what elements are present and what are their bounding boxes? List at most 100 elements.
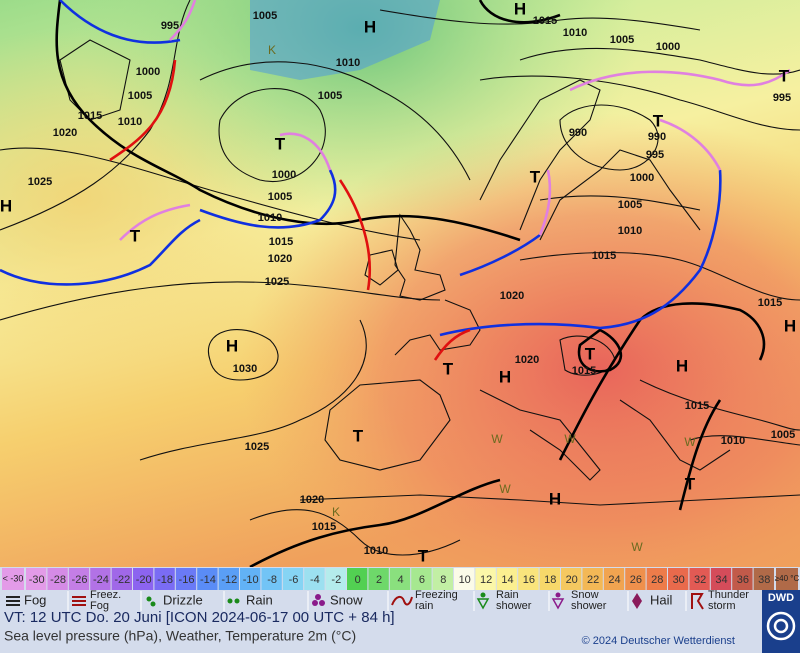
map-labels: H H T T H T T H T T H T H H H T T T 1005 995 1015 1010 1005 100… xyxy=(0,0,796,565)
icon-diamond xyxy=(632,593,642,609)
icon-triangle xyxy=(476,598,490,610)
pressure-center: H xyxy=(676,356,688,375)
cold-front xyxy=(439,169,722,337)
weather-label: shower xyxy=(571,600,607,612)
scale-cell xyxy=(197,568,218,590)
scale-label: 36 xyxy=(737,574,749,586)
weather-label: Rain xyxy=(246,592,273,607)
icon-dot xyxy=(227,598,233,604)
icon-dot xyxy=(150,601,156,607)
temperature-letter: W xyxy=(491,432,503,446)
isobar-label: 1005 xyxy=(268,191,292,203)
pressure-center: T xyxy=(779,66,790,85)
isobar-label: 1020 xyxy=(300,494,324,506)
icon-dot xyxy=(480,592,486,598)
scale-cell xyxy=(689,568,710,590)
weather-label: Rain xyxy=(496,589,519,601)
scale-cell xyxy=(732,568,753,590)
scale-cell xyxy=(68,568,90,590)
scale-cell xyxy=(90,568,111,590)
isobar-label: 1015 xyxy=(758,297,782,309)
weather-legend: Fog Freez.Fog Drizzle Rain Snow FreezingrainR… xyxy=(6,589,749,612)
occluded-front xyxy=(659,118,722,171)
scale-label: -26 xyxy=(72,574,88,586)
pressure-center: H xyxy=(364,17,376,36)
isobar-label: 1015 xyxy=(78,110,102,122)
isobar-label: 1010 xyxy=(336,57,360,69)
pressure-center: H xyxy=(226,336,238,355)
isobar-label: 1005 xyxy=(771,429,795,441)
isobar-label: 1010 xyxy=(563,27,587,39)
weather-label: Hail xyxy=(650,592,673,607)
warm-front xyxy=(338,179,372,291)
scale-label: 16 xyxy=(523,574,535,586)
temperature-letter: W xyxy=(684,435,696,449)
scale-label: 8 xyxy=(440,574,446,586)
weather-icon xyxy=(476,592,490,610)
scale-label: -28 xyxy=(50,574,66,586)
scale-label: 10 xyxy=(459,574,471,586)
isobar-label: 1015 xyxy=(312,521,336,533)
pressure-center: H xyxy=(514,0,526,18)
isobar-label: 1010 xyxy=(618,225,642,237)
weather-icon xyxy=(72,596,86,606)
isobar-label: 995 xyxy=(161,20,179,32)
occluded-front xyxy=(279,132,332,171)
map-area: H H T T H T T H T T H T H H H T T T 1005 995 1015 1010 1005 100… xyxy=(0,0,800,569)
pressure-center: T xyxy=(353,426,364,445)
icon-dot xyxy=(319,600,325,606)
weather-label: Fog xyxy=(90,600,109,612)
weather-icon xyxy=(391,595,413,606)
cold-front xyxy=(59,0,181,44)
scale-cell xyxy=(710,568,732,590)
scale-label: -6 xyxy=(289,574,299,586)
temperature-letter: W xyxy=(499,482,511,496)
isobar-label: 1020 xyxy=(500,290,524,302)
pressure-center: H xyxy=(0,196,12,215)
weather-label: Snow xyxy=(571,589,599,601)
weather-icon xyxy=(312,594,325,606)
temperature-scale: < -30 -30 -28 -26 -24 -22 -20 -18 -16 -14 -12 -10 -8… xyxy=(2,568,799,590)
scale-cell xyxy=(776,568,798,590)
isobar-label: 995 xyxy=(773,92,791,104)
scale-cell xyxy=(518,568,539,590)
weather-icon xyxy=(227,598,240,604)
isobar-label: 1010 xyxy=(118,116,142,128)
scale-cell xyxy=(26,568,47,590)
weather-label: Snow xyxy=(330,592,363,607)
scale-cell xyxy=(111,568,132,590)
isobar-label: 1010 xyxy=(364,545,388,557)
scale-label: 12 xyxy=(480,574,492,586)
weather-label: Freezing xyxy=(415,589,458,601)
scale-cell xyxy=(325,568,346,590)
scale-cell xyxy=(539,568,560,590)
scale-label: -12 xyxy=(221,574,237,586)
scale-label: -20 xyxy=(136,574,152,586)
pressure-center: T xyxy=(275,134,286,153)
warm-front xyxy=(109,59,177,162)
scale-cell xyxy=(304,568,325,590)
scale-cell xyxy=(646,568,667,590)
scale-cell xyxy=(347,568,368,590)
scale-label: 22 xyxy=(587,574,599,586)
isobar-label: 990 xyxy=(569,127,587,139)
coastlines xyxy=(59,39,800,506)
isobar-label: 1025 xyxy=(265,276,289,288)
copyright: © 2024 Deutscher Wetterdienst xyxy=(582,635,735,647)
temperature-letter: W xyxy=(564,432,576,446)
scale-cell xyxy=(368,568,389,590)
isobar-label: 1025 xyxy=(28,176,52,188)
scale-label: 18 xyxy=(544,574,556,586)
icon-dot xyxy=(146,596,152,602)
pressure-center: T xyxy=(443,359,454,378)
isobar-label: 1010 xyxy=(721,435,745,447)
scale-cell xyxy=(154,568,175,590)
pressure-center: T xyxy=(418,546,429,565)
scale-cell xyxy=(2,568,24,590)
pressure-center: T xyxy=(653,111,664,130)
scale-label: -16 xyxy=(179,574,195,586)
scale-low-label: < -30 xyxy=(3,573,24,583)
scale-cell xyxy=(454,568,475,590)
scale-label: -2 xyxy=(331,574,341,586)
